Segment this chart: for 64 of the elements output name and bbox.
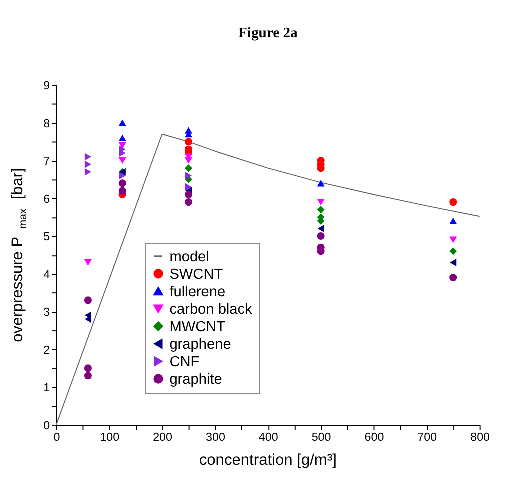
point [185,183,192,191]
point [118,180,126,188]
x-tick-label: 300 [206,431,226,444]
point [84,296,92,304]
y-tick-label: 4 [44,268,51,282]
legend-label: CNF [170,354,200,370]
point [119,149,126,158]
y-tick-label: 0 [44,419,51,432]
point [118,187,126,195]
x-axis-title: concentration [g/m³] [199,452,337,469]
point [317,199,325,206]
point [184,138,193,146]
point [118,134,126,142]
point [450,236,458,244]
x-tick-label: 800 [470,431,491,444]
legend-label: SWCNT [170,266,224,283]
point [84,316,92,324]
y-tick-label: 9 [44,80,50,93]
point [118,142,126,149]
y-tick-label: 3 [44,306,50,320]
x-tick-label: 500 [312,431,332,444]
point [84,364,92,372]
y-tick-label: 2 [44,344,50,357]
point [84,153,92,161]
point [185,172,192,180]
point [84,372,92,380]
chart-title: Figure 2a [238,26,298,42]
x-tick-label: 200 [153,431,174,444]
point [450,198,458,206]
y-tick-label: 1 [44,382,50,395]
point [450,248,458,256]
legend-label: graphite [170,372,222,388]
point [84,259,92,266]
x-tick-label: 400 [258,431,279,444]
point [317,232,325,240]
point [184,190,193,199]
point [184,158,193,164]
point [118,120,126,126]
point [184,198,193,206]
legend-label: carbon black [170,302,254,318]
point [184,164,193,172]
x-tick-label: 100 [100,431,120,444]
y-tick-label: 8 [44,117,50,130]
legend-label: model [170,249,210,266]
point [318,224,324,232]
point [84,168,92,176]
y-tick-label: 6 [44,192,50,206]
x-tick-label: 700 [418,431,438,444]
y-tick-label: 5 [44,230,50,244]
x-tick-label: 600 [364,431,385,444]
point [119,172,126,180]
legend-label: MWCNT [170,319,226,336]
point [317,180,325,187]
point [317,206,325,214]
point [84,160,92,168]
legend-label: fullerene [170,284,226,300]
x-tick-label: 0 [54,431,61,444]
legend-label: graphene [170,336,232,353]
y-tick-label: 7 [44,155,50,168]
point [450,258,457,266]
point [450,218,458,224]
point [118,158,126,164]
point [450,274,458,282]
y-axis-title: overpressure Pmax [bar] [9,168,30,342]
